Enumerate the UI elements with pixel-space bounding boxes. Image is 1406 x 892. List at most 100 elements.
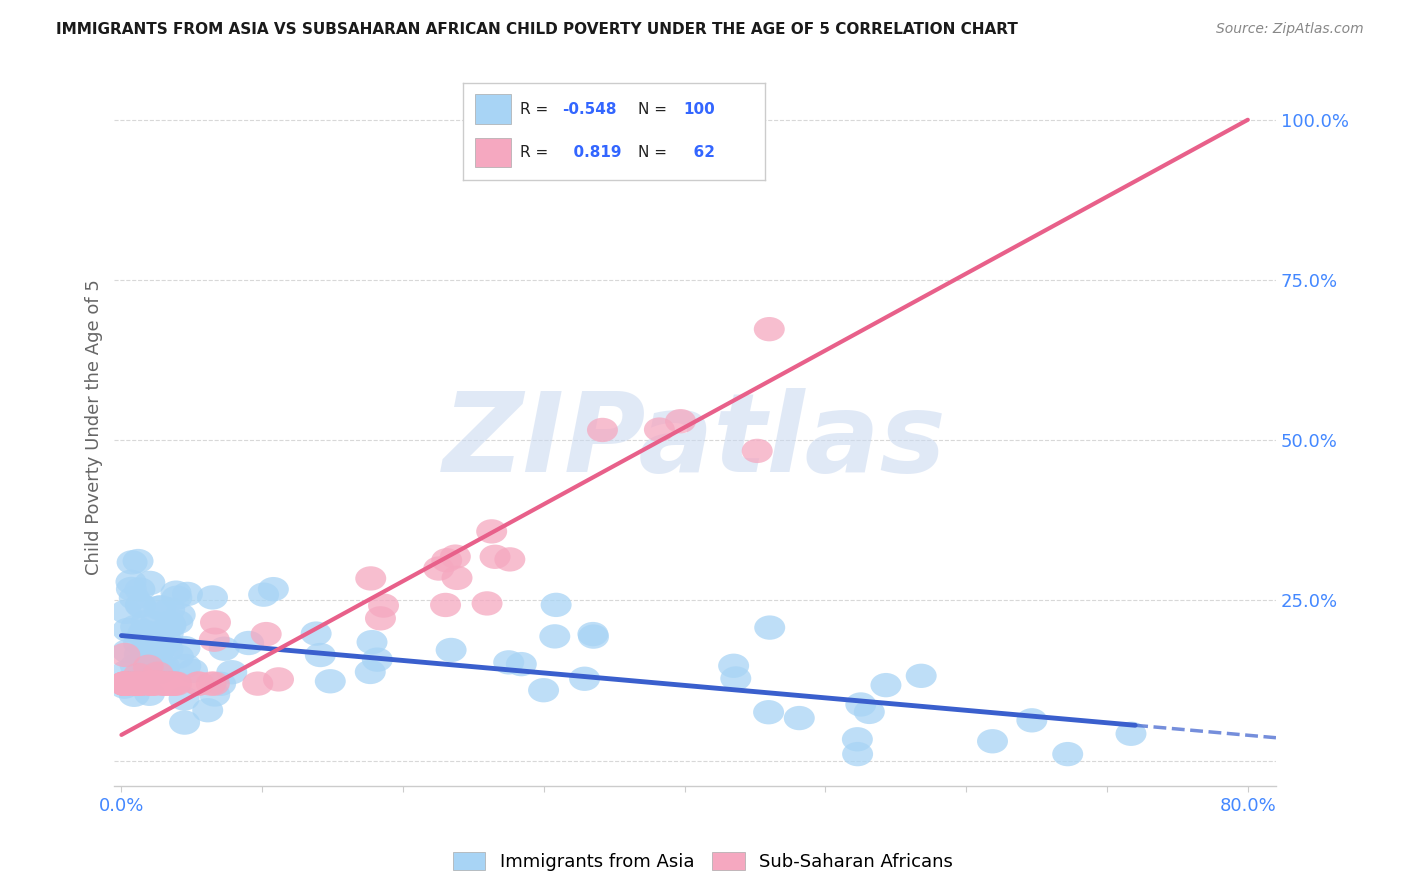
Ellipse shape — [108, 672, 141, 696]
Ellipse shape — [301, 622, 332, 646]
Ellipse shape — [149, 655, 180, 679]
Ellipse shape — [132, 655, 163, 679]
Ellipse shape — [136, 672, 167, 696]
Ellipse shape — [134, 629, 165, 653]
Ellipse shape — [134, 681, 165, 706]
Ellipse shape — [263, 667, 294, 691]
Ellipse shape — [108, 672, 139, 696]
Ellipse shape — [586, 417, 617, 442]
Ellipse shape — [143, 596, 174, 620]
Ellipse shape — [155, 610, 186, 635]
Ellipse shape — [540, 624, 571, 648]
Ellipse shape — [842, 727, 873, 751]
Ellipse shape — [117, 550, 148, 574]
Ellipse shape — [110, 674, 141, 698]
Ellipse shape — [111, 660, 142, 684]
Ellipse shape — [138, 623, 170, 647]
Ellipse shape — [118, 672, 149, 696]
Ellipse shape — [122, 672, 153, 696]
Ellipse shape — [441, 566, 472, 591]
Ellipse shape — [139, 672, 170, 696]
Ellipse shape — [145, 595, 176, 619]
Ellipse shape — [120, 654, 150, 678]
Ellipse shape — [110, 672, 141, 696]
Ellipse shape — [124, 577, 156, 602]
Ellipse shape — [132, 672, 163, 696]
Ellipse shape — [905, 664, 936, 688]
Ellipse shape — [132, 643, 163, 667]
Ellipse shape — [118, 586, 149, 610]
Ellipse shape — [247, 582, 280, 607]
Ellipse shape — [495, 547, 526, 572]
Ellipse shape — [134, 632, 165, 657]
Ellipse shape — [110, 599, 141, 624]
Ellipse shape — [135, 571, 166, 595]
Ellipse shape — [754, 317, 785, 342]
Ellipse shape — [440, 544, 471, 569]
Ellipse shape — [148, 672, 179, 696]
Ellipse shape — [195, 672, 226, 696]
Ellipse shape — [162, 610, 193, 634]
Ellipse shape — [436, 638, 467, 662]
Ellipse shape — [197, 585, 228, 609]
Ellipse shape — [366, 607, 396, 631]
Ellipse shape — [569, 666, 600, 691]
Ellipse shape — [108, 672, 139, 696]
Ellipse shape — [127, 666, 157, 691]
Ellipse shape — [430, 593, 461, 617]
Ellipse shape — [170, 654, 201, 678]
Ellipse shape — [141, 642, 172, 666]
Ellipse shape — [315, 669, 346, 693]
Ellipse shape — [142, 657, 173, 681]
Ellipse shape — [200, 682, 231, 706]
Ellipse shape — [742, 439, 773, 463]
Ellipse shape — [125, 593, 156, 618]
Ellipse shape — [148, 672, 179, 696]
Ellipse shape — [1115, 722, 1146, 746]
Ellipse shape — [157, 672, 188, 696]
Ellipse shape — [242, 672, 273, 696]
Ellipse shape — [305, 643, 336, 667]
Ellipse shape — [208, 637, 239, 661]
Ellipse shape — [578, 624, 609, 648]
Ellipse shape — [853, 699, 884, 724]
Ellipse shape — [198, 628, 229, 652]
Ellipse shape — [183, 672, 214, 696]
Ellipse shape — [477, 519, 508, 543]
Ellipse shape — [132, 626, 163, 650]
Ellipse shape — [139, 611, 170, 636]
Ellipse shape — [125, 593, 156, 617]
Ellipse shape — [845, 692, 876, 716]
Ellipse shape — [135, 672, 166, 696]
Ellipse shape — [754, 615, 785, 640]
Ellipse shape — [361, 648, 392, 672]
Ellipse shape — [354, 660, 385, 684]
Ellipse shape — [977, 729, 1008, 754]
Ellipse shape — [578, 622, 609, 646]
Ellipse shape — [125, 672, 156, 696]
Ellipse shape — [172, 582, 202, 606]
Ellipse shape — [155, 613, 186, 637]
Ellipse shape — [115, 577, 146, 601]
Ellipse shape — [149, 672, 180, 696]
Ellipse shape — [754, 700, 785, 724]
Ellipse shape — [152, 630, 183, 654]
Ellipse shape — [200, 610, 231, 634]
Ellipse shape — [162, 585, 193, 610]
Ellipse shape — [156, 614, 187, 638]
Ellipse shape — [143, 640, 174, 664]
Ellipse shape — [124, 642, 155, 666]
Ellipse shape — [125, 672, 156, 696]
Ellipse shape — [665, 409, 696, 434]
Ellipse shape — [250, 622, 281, 647]
Ellipse shape — [155, 598, 186, 622]
Ellipse shape — [183, 672, 214, 696]
Ellipse shape — [233, 631, 264, 655]
Ellipse shape — [159, 672, 190, 696]
Ellipse shape — [1017, 708, 1047, 732]
Ellipse shape — [720, 666, 751, 690]
Text: IMMIGRANTS FROM ASIA VS SUBSAHARAN AFRICAN CHILD POVERTY UNDER THE AGE OF 5 CORR: IMMIGRANTS FROM ASIA VS SUBSAHARAN AFRIC… — [56, 22, 1018, 37]
Ellipse shape — [479, 545, 510, 569]
Ellipse shape — [142, 662, 173, 686]
Ellipse shape — [120, 672, 150, 696]
